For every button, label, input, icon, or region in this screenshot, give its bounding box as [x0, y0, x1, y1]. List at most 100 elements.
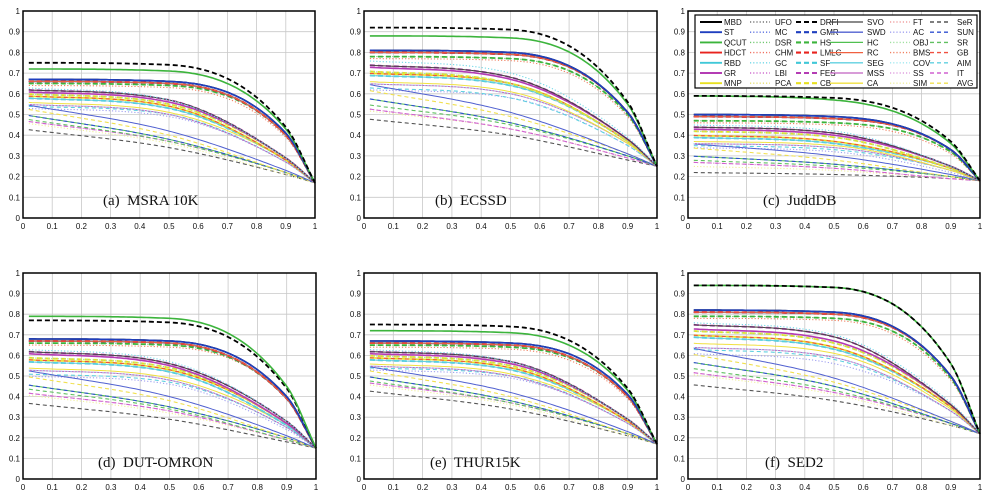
- curve-mss: [28, 104, 316, 184]
- legend-label-gc: GC: [775, 59, 787, 68]
- legend-label-dsr: DSR: [775, 38, 792, 47]
- y-tick-label: 0: [681, 214, 686, 223]
- x-tick-label: 0.9: [281, 483, 293, 492]
- y-tick-label: 0.8: [674, 310, 686, 319]
- y-tick-label: 0.3: [350, 152, 362, 161]
- plot-border: [363, 10, 658, 219]
- y-tick-label: 0.4: [9, 393, 21, 402]
- y-tick-label: 1: [357, 7, 362, 16]
- x-tick-label: 0.7: [222, 222, 234, 231]
- legend-label-sf: SF: [820, 59, 830, 68]
- curve-ser: [28, 402, 317, 449]
- curve-avg: [693, 147, 981, 182]
- y-tick-label: 0.2: [9, 173, 21, 182]
- legend-label-rbd: RBD: [724, 59, 741, 68]
- curve-st: [28, 338, 317, 449]
- legend-label-gmr: GMR: [820, 28, 839, 37]
- panel-title: (e) THUR15K: [430, 455, 521, 471]
- y-tick-label: 0.6: [9, 90, 21, 99]
- y-tick-label: 1: [681, 269, 686, 278]
- y-tick-label: 0.4: [350, 131, 362, 140]
- y-tick-label: 0.1: [674, 454, 686, 463]
- curve-st: [369, 49, 658, 167]
- x-tick-label: 0.3: [446, 483, 458, 492]
- curve-hs: [693, 119, 981, 182]
- panel-5: 00 0.1 0.1 0.2 0.2 0.3 0.3 0.4 0.4 0.5 0.5 0.6 0.6 0.…: [674, 269, 983, 492]
- y-tick-label: 0.5: [350, 372, 362, 381]
- curve-qcut: [28, 68, 316, 184]
- y-tick-label: 0.2: [674, 173, 686, 182]
- legend-label-ft: FT: [913, 18, 923, 27]
- curve-svo: [693, 126, 981, 182]
- legend-label-ac: AC: [913, 28, 924, 37]
- curve-ser: [693, 171, 981, 182]
- curve-obj: [369, 355, 658, 445]
- x-tick-label: 0.5: [505, 222, 517, 231]
- x-tick-label: 0.9: [280, 222, 292, 231]
- y-tick-label: 0.3: [350, 413, 362, 422]
- curve-svo: [693, 324, 981, 435]
- y-tick-label: 0: [16, 214, 21, 223]
- x-tick-label: 0.7: [564, 222, 576, 231]
- y-tick-label: 0.9: [9, 290, 21, 299]
- y-tick-label: 0.3: [9, 413, 21, 422]
- curve-drfi: [369, 323, 658, 445]
- curve-sun: [693, 362, 981, 435]
- curve-drfi: [693, 95, 981, 182]
- plot-border: [687, 10, 981, 219]
- curve-hs: [693, 315, 981, 435]
- x-tick-label: 0.9: [945, 483, 957, 492]
- panel-title: (a) MSRA 10K: [103, 193, 199, 209]
- curve-obj: [369, 70, 658, 167]
- x-tick-label: 0.3: [446, 222, 458, 231]
- curve-hc: [28, 384, 317, 449]
- x-tick-label: 0: [21, 483, 26, 492]
- legend-label-cov: COV: [913, 59, 931, 68]
- x-tick-label: 1: [978, 222, 983, 231]
- panel-title: (b) ECSSD: [435, 193, 507, 209]
- x-tick-label: 0.3: [105, 483, 117, 492]
- y-tick-label: 0.5: [674, 111, 686, 120]
- panel-title: (f) SED2: [765, 455, 823, 471]
- plot-border: [687, 272, 981, 480]
- legend-label-swd: SWD: [867, 28, 886, 37]
- y-tick-label: 0.8: [9, 310, 21, 319]
- curve-avg: [28, 376, 317, 449]
- legend-label-chm: CHM: [775, 49, 794, 58]
- y-tick-label: 0.3: [674, 152, 686, 161]
- x-tick-label: 0.2: [76, 222, 88, 231]
- y-tick-label: 0.9: [9, 28, 21, 37]
- y-tick-label: 0.4: [674, 131, 686, 140]
- curve-ca: [369, 81, 658, 167]
- legend-label-gb: GB: [957, 49, 969, 58]
- plot-border: [22, 272, 317, 480]
- x-tick-label: 0.4: [799, 483, 811, 492]
- legend-label-obj: OBJ: [913, 38, 929, 47]
- curve-swd: [369, 366, 658, 445]
- curve-qcut: [693, 95, 981, 182]
- curve-gc: [693, 322, 981, 435]
- y-tick-label: 0.7: [350, 331, 362, 340]
- x-tick-label: 0.8: [251, 222, 263, 231]
- curve-rc: [369, 342, 658, 445]
- x-tick-label: 0.6: [858, 222, 870, 231]
- y-tick-label: 0.7: [350, 69, 362, 78]
- x-tick-label: 1: [978, 483, 983, 492]
- x-tick-label: 0.1: [47, 222, 59, 231]
- x-tick-label: 0.8: [593, 483, 605, 492]
- curve-mss: [693, 347, 981, 435]
- y-tick-label: 0.7: [674, 69, 686, 78]
- x-tick-label: 0.1: [388, 222, 400, 231]
- curve-ac: [693, 147, 981, 182]
- y-tick-label: 0: [357, 475, 362, 484]
- y-tick-label: 0.8: [9, 48, 21, 57]
- x-tick-label: 0.3: [770, 483, 782, 492]
- y-tick-label: 0.1: [350, 454, 362, 463]
- curve-hs: [369, 55, 658, 167]
- x-tick-label: 0.2: [741, 222, 753, 231]
- y-tick-label: 0: [357, 214, 362, 223]
- curve-sim: [693, 374, 981, 435]
- panel-4: 00 0.1 0.1 0.2 0.2 0.3 0.3 0.4 0.4 0.5 0.5 0.6 0.6 0.…: [350, 269, 660, 492]
